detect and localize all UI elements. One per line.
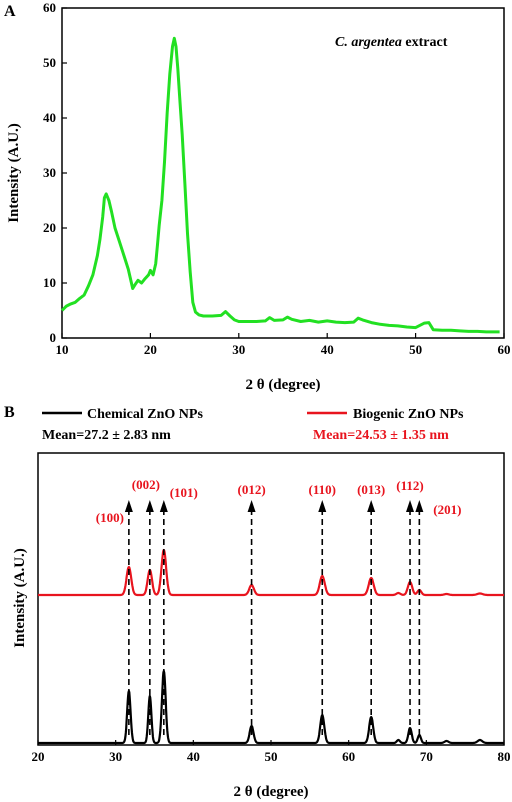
panel-a-plot-frame bbox=[61, 7, 505, 339]
reflection-label: (201) bbox=[433, 502, 461, 517]
panel-a-x-axis-label: 2 θ (degree) bbox=[245, 377, 320, 393]
reflection-arrowhead bbox=[318, 500, 327, 512]
annotation-suffix: extract bbox=[402, 35, 448, 50]
panel-a-x-tick-label: 10 bbox=[56, 342, 69, 357]
panel-a-series-line bbox=[60, 36, 500, 334]
reflection-label: (101) bbox=[170, 485, 198, 500]
reflection-arrowhead bbox=[159, 500, 168, 512]
panel-a-x-tick-label: 40 bbox=[321, 342, 334, 357]
reflection-markers: (100) (002) (101) (012) (110) (013) (112) (201) bbox=[96, 477, 461, 737]
panel-a-x-tick-label: 50 bbox=[409, 342, 422, 357]
panel-a-y-tick-label: 40 bbox=[43, 110, 56, 125]
panel-b-axes: 20 30 40 50 60 70 80 bbox=[32, 740, 511, 764]
panel-b-x-axis-label: 2 θ (degree) bbox=[233, 784, 308, 800]
panel-b-x-tick-label: 30 bbox=[109, 749, 122, 764]
panel-b-x-tick-label: 20 bbox=[32, 749, 45, 764]
legend: Chemical ZnO NPs Mean=27.2 ± 2.83 nm Bio… bbox=[42, 407, 464, 443]
legend-chemical-label: Chemical ZnO NPs bbox=[87, 407, 203, 422]
reflection-arrowhead bbox=[124, 500, 133, 512]
panel-b-x-tick-label: 60 bbox=[342, 749, 355, 764]
panel-b-x-tick-label: 40 bbox=[187, 749, 200, 764]
panel-a-y-tick-label: 10 bbox=[43, 275, 56, 290]
panel-b-x-tick-label: 80 bbox=[498, 749, 511, 764]
legend-chemical-mean: Mean=27.2 ± 2.83 nm bbox=[42, 428, 171, 443]
panel-b: B Chemical ZnO NPs Mean=27.2 ± 2.83 nm B… bbox=[4, 404, 511, 800]
reflection-label: (012) bbox=[237, 482, 265, 497]
panel-b-letter: B bbox=[4, 404, 15, 421]
reflection-arrowhead bbox=[367, 500, 376, 512]
reflection-label: (002) bbox=[132, 477, 160, 492]
reflection-arrowhead bbox=[247, 500, 256, 512]
panel-a-x-tick-label: 30 bbox=[232, 342, 245, 357]
reflection-label: (112) bbox=[396, 478, 423, 493]
panel-b-x-tick-label: 70 bbox=[420, 749, 433, 764]
panel-a-y-tick-label: 60 bbox=[43, 0, 56, 15]
panel-a-y-tick-label: 0 bbox=[50, 330, 57, 345]
panel-b-y-axis-label: Intensity (A.U.) bbox=[12, 548, 28, 648]
reflection-arrowhead bbox=[415, 500, 424, 512]
panel-a-letter: A bbox=[4, 3, 16, 20]
legend-biogenic-mean: Mean=24.53 ± 1.35 nm bbox=[313, 428, 449, 443]
panel-a-y-tick-label: 30 bbox=[43, 165, 56, 180]
panel-a-annotation: C. argentea extract bbox=[335, 35, 448, 50]
biogenic-zno-series-line bbox=[37, 548, 505, 597]
reflection-label: (110) bbox=[309, 482, 336, 497]
chemical-zno-series-line bbox=[37, 669, 505, 745]
panel-a-y-tick-label: 20 bbox=[43, 220, 56, 235]
legend-biogenic-label: Biogenic ZnO NPs bbox=[353, 407, 464, 422]
panel-a-y-axis-label: Intensity (A.U.) bbox=[6, 123, 22, 223]
panel-a-x-tick-label: 60 bbox=[498, 342, 511, 357]
reflection-arrowhead bbox=[145, 500, 154, 512]
annotation-species: C. argentea bbox=[335, 35, 402, 50]
panel-b-plot-frame bbox=[37, 452, 505, 746]
panel-a-x-tick-label: 20 bbox=[144, 342, 157, 357]
reflection-arrowhead bbox=[406, 500, 415, 512]
reflection-label: (100) bbox=[96, 510, 124, 525]
panel-b-x-tick-label: 50 bbox=[265, 749, 278, 764]
reflection-label: (013) bbox=[357, 482, 385, 497]
panel-a-y-tick-label: 50 bbox=[43, 55, 56, 70]
